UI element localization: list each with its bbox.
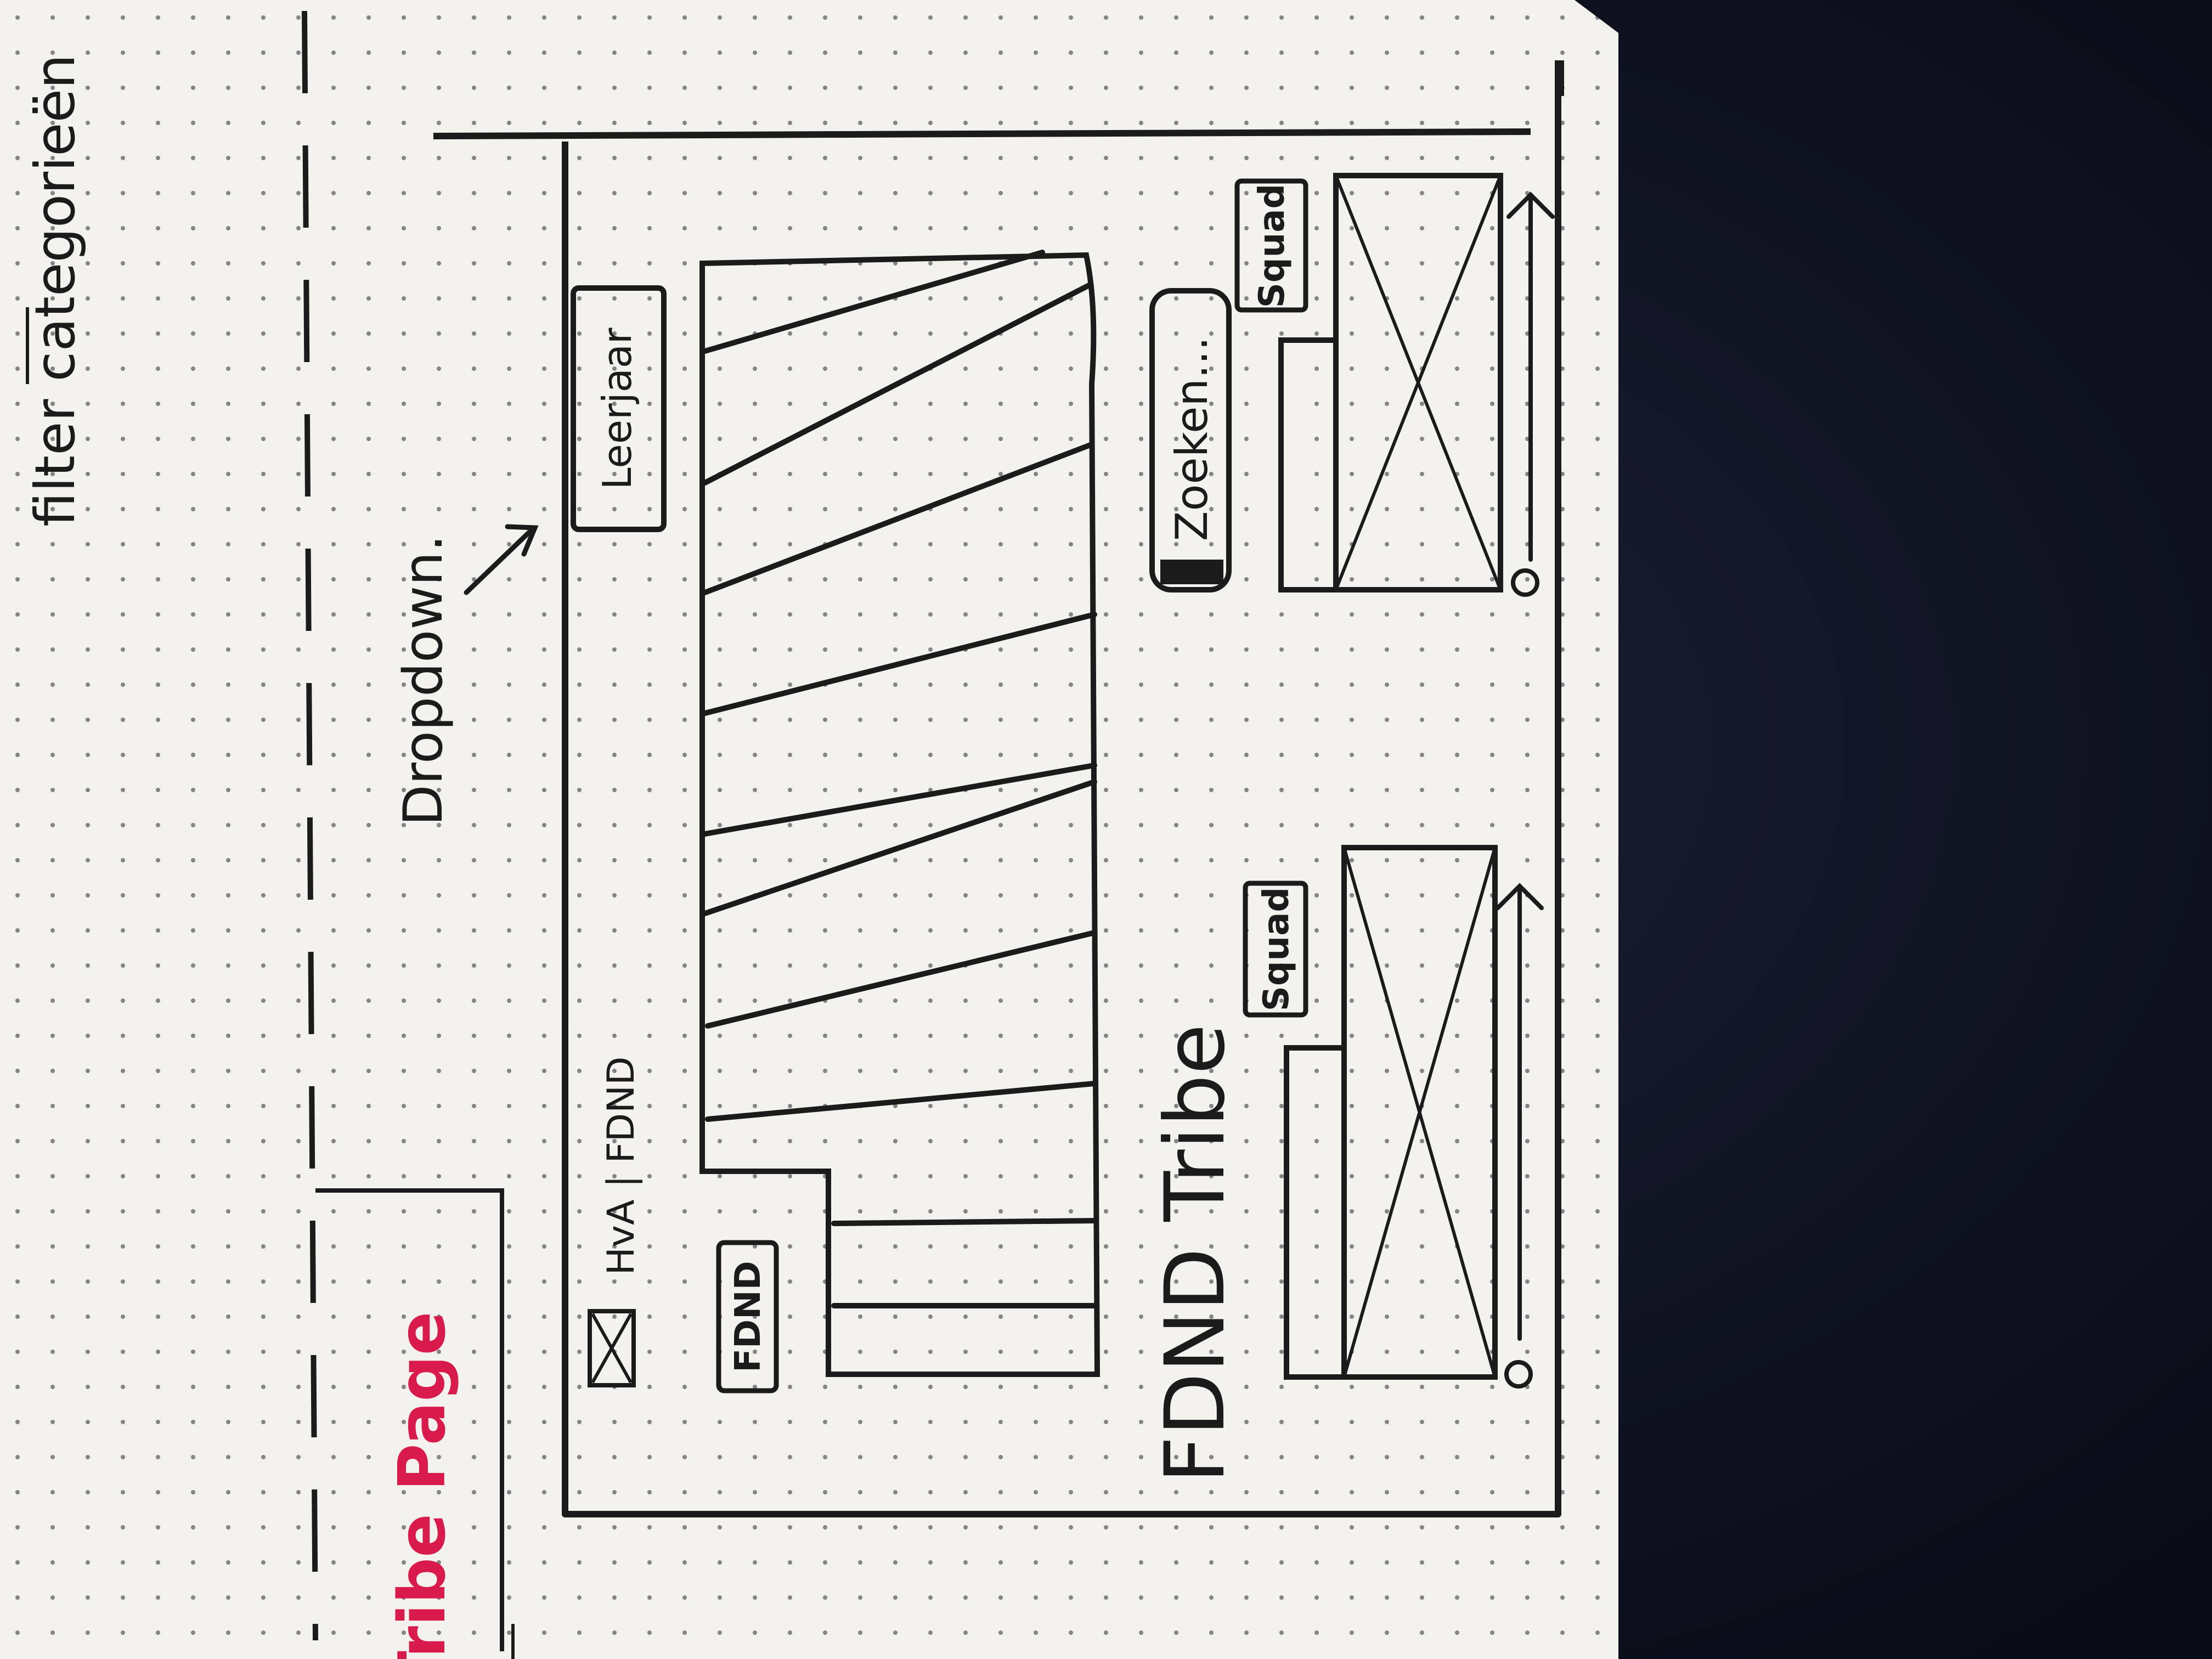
brand-label: HvA | FDND [600, 1057, 643, 1276]
dropdown-annotation: Dropdown. [392, 534, 455, 826]
year-dropdown-label[interactable]: Leerjaar [594, 328, 640, 489]
fdnd-tag[interactable]: FDND [716, 1240, 779, 1393]
logo-placeholder-icon [588, 1309, 636, 1387]
scroll-arrow-icon [1506, 191, 1555, 562]
squad-card-1[interactable]: Squad [1234, 173, 1555, 597]
card-1-image-placeholder [1333, 173, 1503, 592]
filter-annotation: filter categorieën [23, 54, 87, 527]
page-frame [433, 60, 1564, 1517]
arrow-icon [464, 524, 539, 595]
search-field[interactable]: Zoeken... [1149, 288, 1232, 592]
search-placeholder: Zoeken... [1166, 337, 1217, 541]
card-1-tag-label: Squad [1252, 184, 1293, 308]
section-title: FDND Tribe [1148, 1024, 1243, 1483]
page-title: Tribe Page [384, 1311, 460, 1659]
card-2-tag-label: Squad [1256, 887, 1297, 1011]
brand-logo[interactable]: HvA | FDND [588, 1057, 643, 1387]
card-2-tag [1243, 881, 1308, 1018]
hero-image [699, 250, 1101, 1377]
year-dropdown[interactable]: Leerjaar [571, 285, 667, 532]
squad-card-2[interactable]: Squad [1243, 845, 1544, 1389]
card-2-dot-icon [1504, 1360, 1533, 1389]
card-1-dot-icon [1511, 568, 1539, 597]
scroll-arrow-icon [1496, 883, 1544, 1341]
fdnd-tag-label: FDND [728, 1261, 769, 1373]
card-1-tag [1234, 178, 1308, 313]
page-dot-grid [0, 0, 1618, 1659]
side-strip [315, 1188, 504, 1651]
dashed-divider [302, 10, 318, 1641]
card-2-image-placeholder [1341, 845, 1498, 1380]
